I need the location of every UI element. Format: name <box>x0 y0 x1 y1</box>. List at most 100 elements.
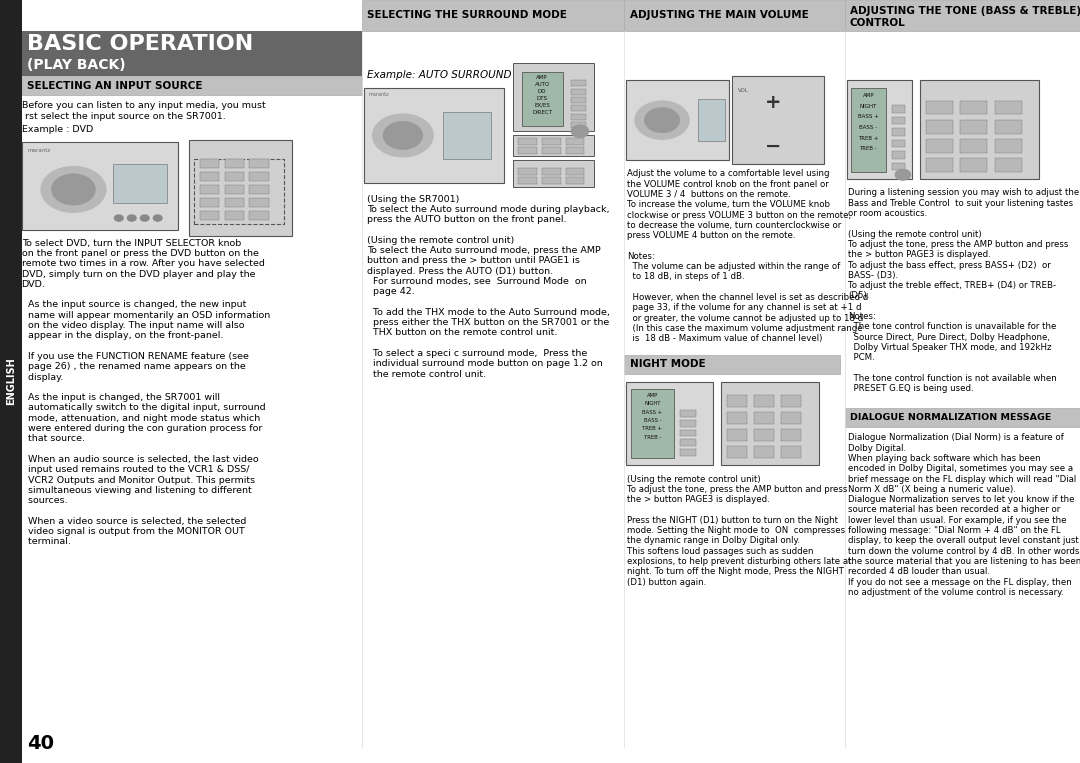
Circle shape <box>571 125 589 137</box>
Bar <box>194 159 284 224</box>
Bar <box>960 158 987 172</box>
Bar <box>571 114 586 120</box>
Text: Example: AUTO SURROUND: Example: AUTO SURROUND <box>367 70 512 80</box>
Text: For surround modes, see  Surround Mode  on: For surround modes, see Surround Mode on <box>367 277 586 286</box>
Text: Notes:: Notes: <box>848 312 876 321</box>
Text: To select the Auto surround mode during playback,: To select the Auto surround mode during … <box>367 204 610 214</box>
Text: display, to keep the overall output level constant just: display, to keep the overall output leve… <box>848 536 1079 546</box>
Text: remote two times in a row. After you have selected: remote two times in a row. After you hav… <box>22 259 265 269</box>
Text: DVD, simply turn on the DVD player and play the: DVD, simply turn on the DVD player and p… <box>22 269 255 278</box>
Bar <box>920 80 1039 179</box>
Bar <box>754 446 774 458</box>
Bar <box>892 117 905 124</box>
Text: DIALOGUE NORMALIZATION MESSAGE: DIALOGUE NORMALIZATION MESSAGE <box>850 414 1051 422</box>
Text: that source.: that source. <box>22 434 84 443</box>
Circle shape <box>645 108 679 133</box>
Text: +: + <box>766 92 782 111</box>
Circle shape <box>895 169 910 180</box>
Bar <box>892 105 905 113</box>
Bar <box>631 389 674 458</box>
Text: Adjust the volume to a comfortable level using: Adjust the volume to a comfortable level… <box>627 169 829 179</box>
Text: However, when the channel level is set as described d: However, when the channel level is set a… <box>627 293 868 302</box>
Bar <box>781 395 801 407</box>
Bar <box>225 198 244 208</box>
Text: Press the NIGHT (D1) button to turn on the Night: Press the NIGHT (D1) button to turn on t… <box>627 516 838 525</box>
Bar <box>754 412 774 424</box>
Bar <box>571 122 586 128</box>
Text: recorded 4 dB louder than usual.: recorded 4 dB louder than usual. <box>848 568 989 576</box>
Text: AMP: AMP <box>537 76 548 80</box>
Text: Dialogue Normalization (Dial Norm) is a feature of: Dialogue Normalization (Dial Norm) is a … <box>848 433 1064 443</box>
Text: BASS +: BASS + <box>643 410 662 414</box>
Bar <box>200 172 219 182</box>
Bar <box>0 0 22 763</box>
Bar <box>721 382 819 465</box>
Text: encoded in Dolby Digital, sometimes you may see a: encoded in Dolby Digital, sometimes you … <box>848 464 1072 473</box>
Text: no adjustment of the volume control is necessary.: no adjustment of the volume control is n… <box>848 588 1064 597</box>
Text: NIGHT MODE: NIGHT MODE <box>630 359 705 369</box>
Text: rst select the input source on the SR7001.: rst select the input source on the SR700… <box>22 111 226 121</box>
Text: AMP: AMP <box>863 93 874 98</box>
Text: To adjust the bass effect, press BASS+ (D2)  or: To adjust the bass effect, press BASS+ (… <box>848 260 1051 269</box>
Bar <box>542 168 561 175</box>
Text: Example : DVD: Example : DVD <box>22 125 93 134</box>
Text: (PLAY BACK): (PLAY BACK) <box>27 58 125 72</box>
Bar <box>200 211 219 221</box>
Text: TREB -: TREB - <box>644 435 661 439</box>
Bar <box>680 410 696 417</box>
Bar <box>364 88 504 183</box>
Text: (Using the remote control unit): (Using the remote control unit) <box>367 236 514 245</box>
Bar <box>781 446 801 458</box>
Bar <box>624 355 840 374</box>
Bar <box>727 412 747 424</box>
Text: the source material that you are listening to has been: the source material that you are listeni… <box>848 557 1080 566</box>
Bar <box>443 111 491 159</box>
Text: VOL: VOL <box>738 88 748 93</box>
Text: ADJUSTING THE MAIN VOLUME: ADJUSTING THE MAIN VOLUME <box>630 10 809 21</box>
Bar <box>200 159 219 169</box>
Text: on the front panel or press the DVD button on the: on the front panel or press the DVD butt… <box>22 249 258 258</box>
Bar <box>518 147 537 154</box>
Text: name will appear momentarily an OSD information: name will appear momentarily an OSD info… <box>22 311 270 320</box>
Bar <box>113 164 167 203</box>
Bar <box>522 72 563 126</box>
Bar <box>727 395 747 407</box>
Text: If you do not see a message on the FL display, then: If you do not see a message on the FL di… <box>848 578 1071 587</box>
Text: BASS -: BASS - <box>644 418 661 423</box>
Bar <box>249 185 269 195</box>
Text: To select DVD, turn the INPUT SELECTOR knob: To select DVD, turn the INPUT SELECTOR k… <box>22 239 241 248</box>
Circle shape <box>114 215 123 221</box>
Bar <box>960 120 987 134</box>
Text: mode. Setting the Night mode to  ON  compresses: mode. Setting the Night mode to ON compr… <box>627 526 846 535</box>
Text: To select the Auto surround mode, press the AMP: To select the Auto surround mode, press … <box>367 246 600 255</box>
Text: AUTO: AUTO <box>535 82 550 87</box>
Text: During a listening session you may wish to adjust the: During a listening session you may wish … <box>848 188 1079 198</box>
Text: TREB -: TREB - <box>860 146 877 151</box>
Text: When a video source is selected, the selected: When a video source is selected, the sel… <box>22 517 246 526</box>
Text: press the AUTO button on the front panel.: press the AUTO button on the front panel… <box>367 215 567 224</box>
Bar <box>225 159 244 169</box>
Bar <box>727 429 747 441</box>
Text: SELECTING AN INPUT SOURCE: SELECTING AN INPUT SOURCE <box>27 81 203 91</box>
Text: or room acoustics.: or room acoustics. <box>848 209 927 218</box>
Bar <box>626 80 729 160</box>
Bar <box>513 160 594 187</box>
Text: displayed. Press the AUTO (D1) button.: displayed. Press the AUTO (D1) button. <box>367 266 553 275</box>
Bar <box>518 138 537 145</box>
Text: To adjust the treble effect, TREB+ (D4) or TREB-: To adjust the treble effect, TREB+ (D4) … <box>848 281 1056 290</box>
Bar <box>732 76 824 164</box>
Bar <box>518 168 537 175</box>
Text: SELECTING THE SURROUND MODE: SELECTING THE SURROUND MODE <box>367 10 567 21</box>
Text: When playing back software which has been: When playing back software which has bee… <box>848 454 1040 463</box>
Bar <box>626 382 713 465</box>
Bar <box>571 105 586 111</box>
Bar <box>926 101 953 114</box>
Text: The volume can be adjusted within the range of: The volume can be adjusted within the ra… <box>627 262 840 271</box>
Bar <box>960 139 987 153</box>
Text: NIGHT: NIGHT <box>860 104 877 108</box>
Circle shape <box>127 215 136 221</box>
Bar <box>249 198 269 208</box>
Text: button and press the > button until PAGE1 is: button and press the > button until PAGE… <box>367 256 580 266</box>
Bar <box>542 138 561 145</box>
Bar <box>249 159 269 169</box>
